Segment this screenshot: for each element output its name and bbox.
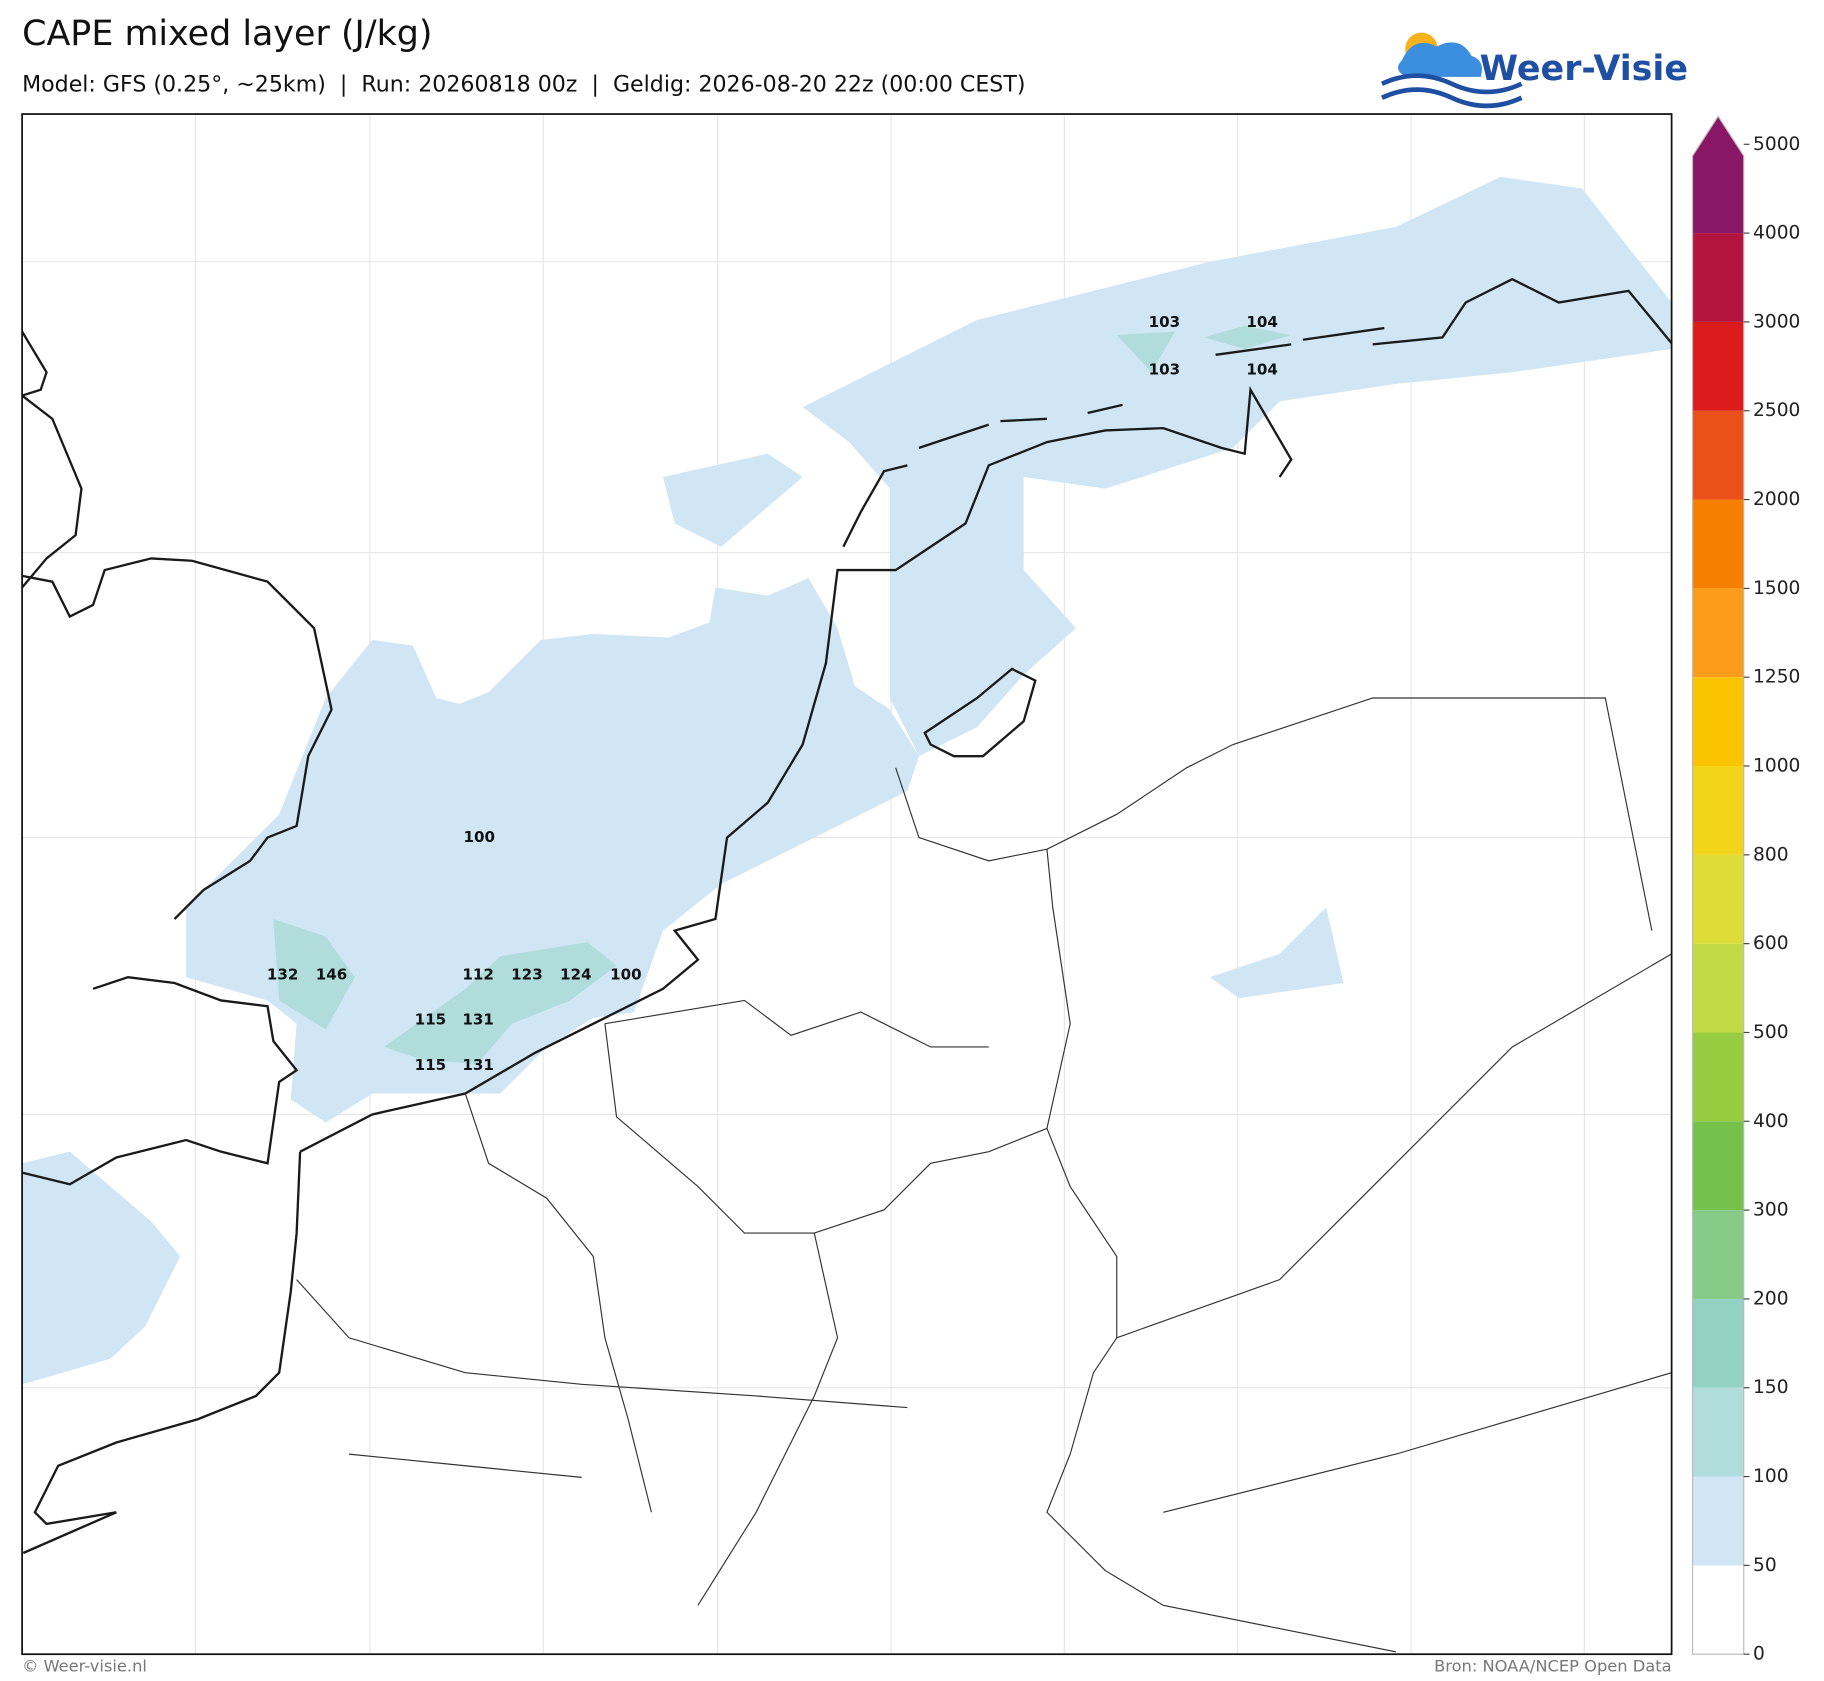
logo: Weer-Visie (1380, 32, 1688, 109)
cape-label: 146 (316, 965, 348, 983)
cape-label: 103 (1149, 360, 1181, 378)
colorbar-tick-label: 150 (1753, 1377, 1789, 1398)
colorbar-segment (1692, 410, 1744, 500)
colorbar-segment (1692, 1387, 1744, 1477)
colorbar-tick-label: 500 (1753, 1022, 1789, 1043)
colorbar-outline (1691, 115, 1745, 1655)
cape-label: 104 (1246, 360, 1278, 378)
title: CAPE mixed layer (J/kg) (22, 14, 432, 54)
cape-label: 100 (610, 965, 642, 983)
colorbar-segment (1692, 1298, 1744, 1388)
colorbar-tick-label: 2500 (1753, 400, 1800, 421)
colorbar-tick-label: 200 (1753, 1288, 1789, 1309)
cape-label: 100 (463, 828, 495, 846)
cape-label: 124 (560, 965, 592, 983)
colorbar-segment (1692, 1032, 1744, 1122)
logo-text: Weer-Visie (1480, 49, 1688, 89)
colorbar-tick-label: 2000 (1753, 489, 1800, 510)
colorbar-tick-label: 0 (1753, 1644, 1765, 1665)
cape-label: 115 (415, 1011, 447, 1029)
colorbar-segment (1692, 943, 1744, 1033)
colorbar-tick-label: 300 (1753, 1200, 1789, 1221)
colorbar-segment (1692, 854, 1744, 944)
cape-label: 103 (1149, 313, 1181, 331)
coastlines (21, 277, 1673, 1555)
cape-label: 104 (1246, 313, 1278, 331)
cape-label: 132 (267, 965, 299, 983)
footer-right: Bron: NOAA/NCEP Open Data (1434, 1657, 1672, 1676)
colorbar-segment (1692, 321, 1744, 411)
colorbar-segment (1692, 588, 1744, 678)
cape-label: 123 (511, 965, 543, 983)
colorbar-segment (1692, 766, 1744, 855)
colorbar-tick-label: 1250 (1753, 667, 1800, 688)
borders (296, 697, 1672, 1653)
cape-100 (273, 325, 1292, 1065)
cape-50 (22, 176, 1672, 1385)
colorbar-segment (1692, 116, 1744, 234)
colorbar-tick-label: 600 (1753, 933, 1789, 954)
colorbar-segment (1692, 233, 1744, 322)
colorbar-segment (1692, 499, 1744, 589)
colorbar-segment (1692, 1210, 1744, 1299)
cape-label: 115 (415, 1056, 447, 1074)
colorbar-tick-label: 4000 (1753, 223, 1800, 244)
cape-label: 112 (462, 965, 494, 983)
cape-label: 131 (462, 1056, 494, 1074)
footer-left: © Weer-visie.nl (22, 1657, 147, 1676)
colorbar-segment (1692, 1565, 1744, 1655)
colorbar-segment (1692, 677, 1744, 767)
colorbar-segment (1692, 1476, 1744, 1566)
colorbar-segment (1692, 1121, 1744, 1211)
cape-label: 131 (462, 1011, 494, 1029)
map: 103 104 103 104 100 132 146 112 123 124 100 115 131 1… (21, 113, 1673, 1656)
colorbar-tick-label: 800 (1753, 844, 1789, 865)
colorbar-tick-label: 100 (1753, 1466, 1789, 1487)
colorbar-tick-label: 50 (1753, 1555, 1777, 1576)
subtitle: Model: GFS (0.25°, ~25km) | Run: 2026081… (22, 71, 1025, 97)
colorbar-tick-label: 1000 (1753, 756, 1800, 777)
colorbar-tick-label: 3000 (1753, 311, 1800, 332)
colorbar-tick-label: 1500 (1753, 578, 1800, 599)
colorbar-tick-label: 5000 (1753, 134, 1800, 155)
colorbar: 0 50 100 150 200 300 400 500 600 800 1000 1250 1500 2… (1691, 115, 1800, 1665)
colorbar-tick-label: 400 (1753, 1111, 1789, 1132)
